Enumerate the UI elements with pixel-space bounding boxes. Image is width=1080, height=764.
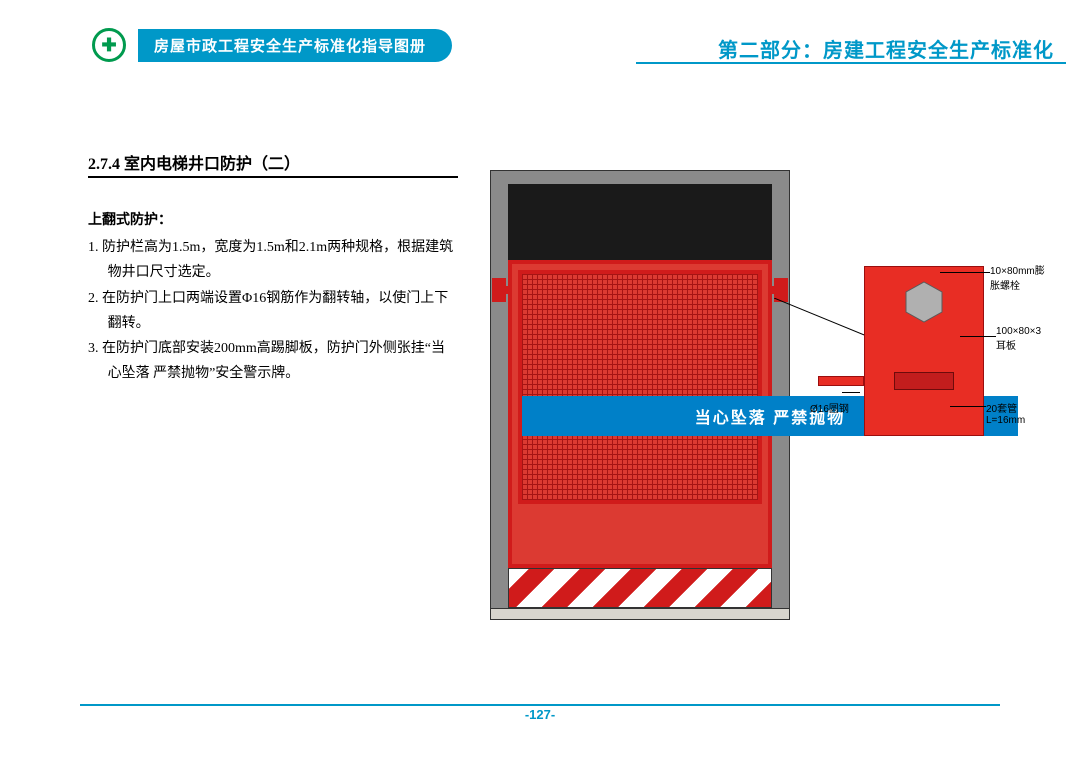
safety-logo-icon: ✚ (92, 28, 126, 62)
logo-cross-icon: ✚ (101, 35, 116, 56)
callout-line (950, 406, 986, 407)
footer-rule (80, 704, 1000, 706)
rebar-segment (818, 376, 864, 386)
list-item: 3. 在防护门底部安装200mm高踢脚板，防护门外侧张挂“当心坠落 严禁抛物”安… (88, 336, 458, 386)
heading-rule (88, 176, 458, 178)
floor-slab (490, 608, 790, 620)
subtitle: 上翻式防护： (88, 208, 458, 233)
shaft-opening (508, 184, 772, 264)
list-item: 1. 防护栏高为1.5m，宽度为1.5m和2.1m两种规格，根据建筑物井口尺寸选… (88, 235, 458, 285)
header-rule (636, 62, 1066, 64)
kickboard-stripes (508, 568, 772, 608)
page-number: -127- (0, 707, 1080, 722)
bolt-head-icon (902, 280, 946, 324)
detail-view (864, 266, 984, 436)
callout-rebar: Ø16圆钢 (810, 400, 849, 415)
callout-line (842, 392, 860, 393)
spec-list: 1. 防护栏高为1.5m，宽度为1.5m和2.1m两种规格，根据建筑物井口尺寸选… (88, 235, 458, 386)
section-heading: 2.7.4 室内电梯井口防护（二） (88, 150, 300, 174)
header-right-title: 第二部分：房建工程安全生产标准化 (718, 34, 1054, 63)
sleeve (894, 372, 954, 390)
list-item: 2. 在防护门上口两端设置Φ16钢筋作为翻转轴，以使门上下翻转。 (88, 286, 458, 336)
body-text: 上翻式防护： 1. 防护栏高为1.5m，宽度为1.5m和2.1m两种规格，根据建… (88, 208, 458, 386)
callout-ear-plate: 100×80×3耳板 (996, 326, 1050, 352)
callout-bolt: 10×80mm膨胀螺栓 (990, 262, 1050, 292)
callout-line (940, 272, 990, 273)
gate-mesh (518, 270, 762, 504)
callout-sleeve: 20套管 L=16mm (986, 400, 1050, 426)
diagram: 当心坠落 严禁抛物 10×80mm膨胀螺栓 100×80×3耳板 20套管 L=… (490, 170, 1050, 640)
callout-line (960, 336, 996, 337)
header-left-title: 房屋市政工程安全生产标准化指导图册 (138, 29, 452, 62)
